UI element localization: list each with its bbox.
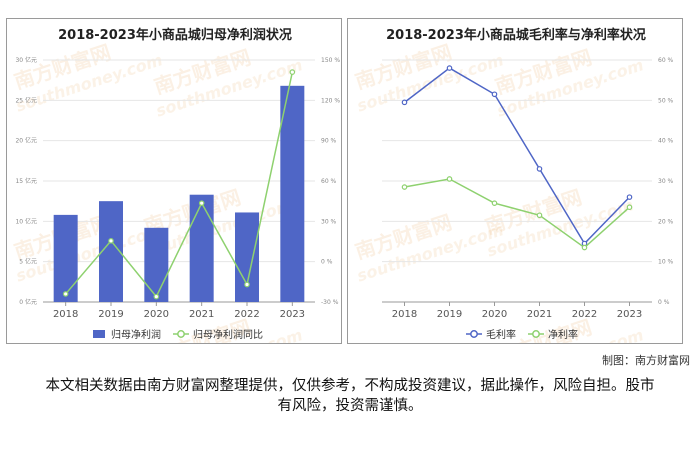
series-line-0 <box>404 67 631 245</box>
bar-2018 <box>53 214 78 302</box>
y-tick-right: 40 % <box>658 138 674 145</box>
y-tick-left: 25 亿元 <box>15 96 37 104</box>
x-tick-label: 2022 <box>572 309 597 320</box>
legend-swatch-bar <box>93 330 105 338</box>
x-tick-label: 2023 <box>280 309 305 320</box>
y-tick-left: 10 亿元 <box>15 217 37 225</box>
y-tick-right: 30 % <box>658 178 674 185</box>
y-tick-right: 60 % <box>658 57 674 64</box>
y-tick-right: 0 % <box>658 299 670 306</box>
series-1-point-2023 <box>626 204 633 211</box>
yoy-point-2020 <box>153 293 160 300</box>
net-profit-chart: 南方财富网southmoney.com南方财富网southmoney.com南方… <box>11 27 340 343</box>
chart-title: 2018-2023年小商品城归母净利润状况 <box>58 27 292 43</box>
x-tick-label: 2019 <box>98 309 123 320</box>
y-tick-left: 20 亿元 <box>15 137 37 145</box>
legend-label: 归母净利润 <box>111 328 161 341</box>
y-tick-right: 10 % <box>658 259 674 266</box>
series-0-point-2023 <box>626 194 633 200</box>
margin-chart: 南方财富网southmoney.com南方财富网southmoney.com南方… <box>352 27 674 343</box>
chart-panel-margins: 南方财富网 southmoney.com 南方财富网 southmoney.com 南方… <box>347 18 683 344</box>
disclaimer-text: 本文相关数据由南方财富网整理提供，仅供参考，不构成投资建议，据此操作，风险自担。… <box>45 378 655 414</box>
series-line-1 <box>404 178 631 249</box>
series-1-point-2019 <box>446 176 453 182</box>
legend-label: 毛利率 <box>486 328 516 341</box>
y-tick-right: 90 % <box>321 138 337 145</box>
legend-swatch-marker <box>177 330 185 338</box>
yoy-point-2021 <box>198 200 205 206</box>
x-tick-label: 2023 <box>617 309 642 320</box>
y-tick-left: 0 亿元 <box>19 298 37 306</box>
y-tick-right: 30 % <box>321 218 337 225</box>
bar-2022 <box>235 212 259 302</box>
yoy-point-2023 <box>289 69 296 75</box>
chart-title: 2018-2023年小商品城毛利率与净利率状况 <box>386 27 646 43</box>
x-tick-label: 2021 <box>189 309 214 320</box>
chart-credit: 制图：南方财富网 <box>602 354 690 367</box>
y-tick-right: 60 % <box>321 178 337 185</box>
legend-label: 归母净利润同比 <box>193 328 263 341</box>
y-tick-left: 15 亿元 <box>15 177 37 185</box>
y-tick-right: -30 % <box>321 299 339 306</box>
yoy-point-2019 <box>108 238 114 244</box>
legend-label: 净利率 <box>548 328 578 341</box>
series-1-point-2020 <box>491 200 498 206</box>
legend-swatch-marker <box>532 330 540 338</box>
x-tick-label: 2018 <box>53 309 78 320</box>
x-tick-label: 2018 <box>392 309 417 320</box>
series-1-point-2018 <box>401 184 408 190</box>
series-0-point-2020 <box>491 91 498 98</box>
bar-2023 <box>280 85 305 303</box>
y-tick-right: 120 % <box>321 97 340 104</box>
x-tick-label: 2022 <box>234 309 259 320</box>
bar-2020 <box>144 227 169 302</box>
x-tick-label: 2021 <box>527 309 552 320</box>
yoy-point-2022 <box>244 281 250 288</box>
y-tick-right: 150 % <box>321 57 340 64</box>
y-tick-left: 5 亿元 <box>19 258 37 266</box>
bar-2021 <box>189 194 214 302</box>
x-tick-label: 2020 <box>144 309 169 320</box>
series-0-point-2019 <box>446 65 453 71</box>
y-tick-right: 20 % <box>658 218 674 225</box>
y-tick-left: 30 亿元 <box>15 56 37 64</box>
y-tick-right: 50 % <box>658 97 674 104</box>
legend-swatch-marker <box>470 330 478 338</box>
y-tick-right: 0 % <box>321 259 333 266</box>
yoy-growth-line <box>65 71 294 299</box>
series-1-point-2022 <box>581 244 588 251</box>
series-0-point-2018 <box>401 99 408 106</box>
x-tick-label: 2019 <box>437 309 462 320</box>
x-tick-label: 2020 <box>482 309 507 320</box>
series-1-point-2021 <box>536 212 543 219</box>
chart-panel-net-profit: 南方财富网southmoney.com南方财富网southmoney.com南方… <box>6 18 342 344</box>
series-0-point-2021 <box>536 166 543 172</box>
yoy-point-2018 <box>62 291 69 297</box>
